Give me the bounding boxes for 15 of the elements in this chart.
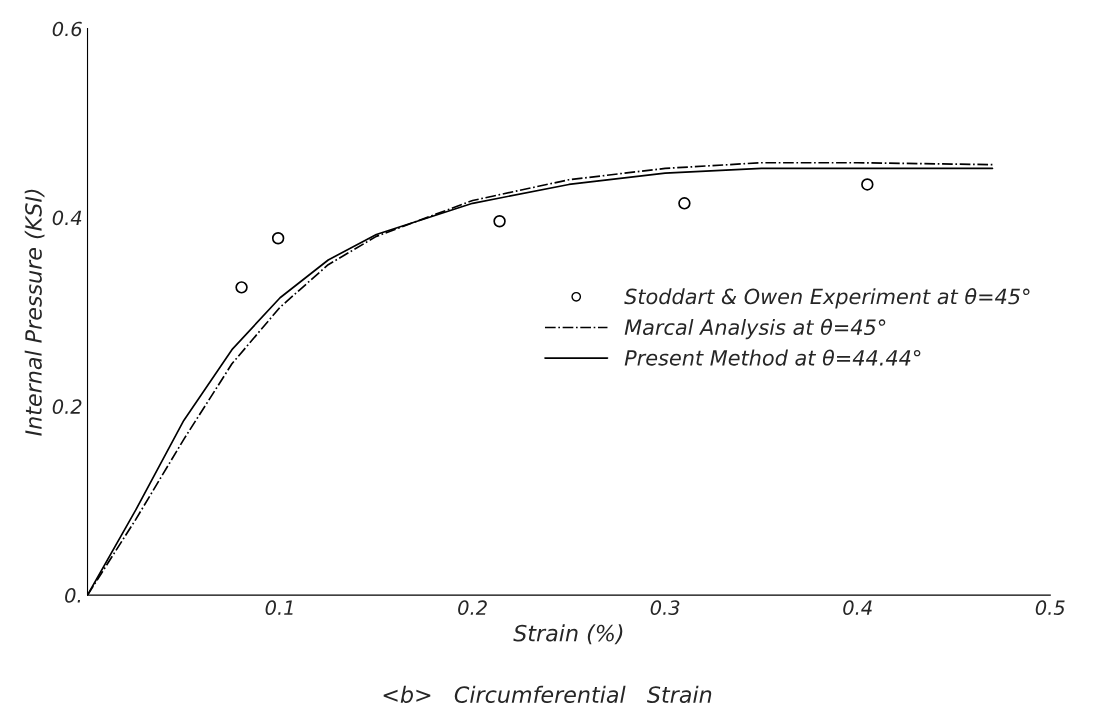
y-tick-label: 0.2: [52, 399, 82, 414]
y-tick-label: 0.4: [52, 210, 82, 226]
y-axis-title: Internal Pressure (KSI): [24, 189, 45, 436]
text: <b> Circumferential Strain: [383, 685, 712, 703]
x-axis-title: Strain (%): [513, 624, 623, 645]
legend-label: Stoddart & Owen Experiment at θ=45°: [624, 288, 1030, 309]
y-tick-label: 0.: [65, 588, 81, 603]
y-tick-label: 0.6: [52, 21, 82, 37]
x-tick-label: 0.5: [1035, 600, 1065, 616]
legend-label: Present Method at θ=44.44°: [624, 349, 921, 366]
x-tick-label: 0.2: [458, 600, 487, 616]
x-tick-label: 0.1: [265, 600, 293, 616]
legend-label: Marcal Analysis at θ=45°: [624, 318, 886, 340]
x-tick-label: 0.4: [843, 600, 872, 616]
x-tick-label: 0.3: [650, 600, 680, 616]
